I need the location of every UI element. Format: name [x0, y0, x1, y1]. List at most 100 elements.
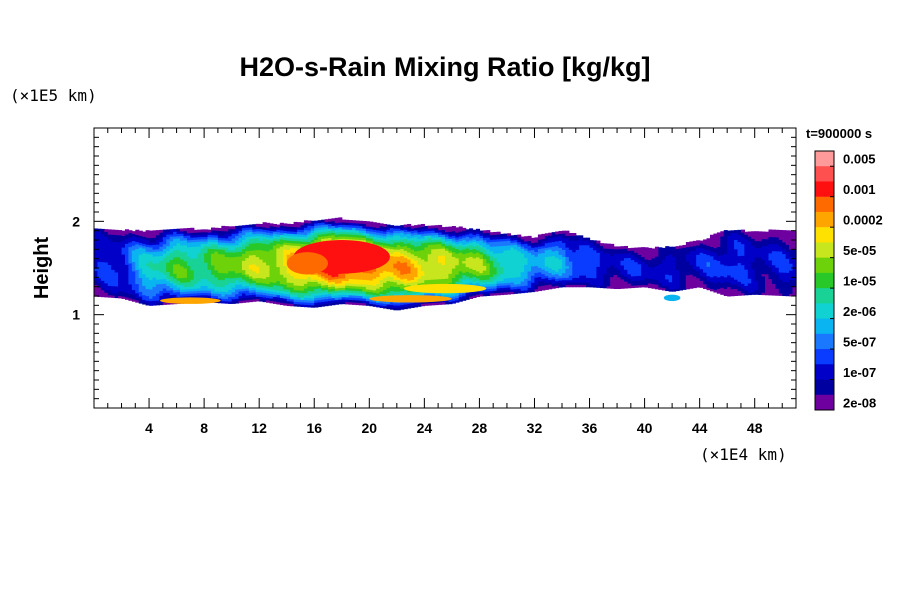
heatmap-cell: [300, 287, 305, 291]
heatmap-cell: [252, 238, 257, 242]
heatmap-cell: [386, 285, 391, 289]
heatmap-cell: [138, 272, 143, 276]
heatmap-cell: [424, 251, 429, 255]
heatmap-cell: [493, 273, 498, 277]
heatmap-cell: [166, 241, 171, 244]
heatmap-cell: [348, 299, 353, 303]
heatmap-cell: [272, 256, 277, 260]
heatmap-cell: [506, 258, 511, 262]
heatmap-cell: [654, 246, 659, 250]
heatmap-cell: [259, 251, 264, 255]
heatmap-cell: [235, 267, 240, 271]
heatmap-cell: [128, 297, 133, 301]
heatmap-cell: [331, 222, 336, 226]
heatmap-cell: [438, 264, 443, 268]
heatmap-cell: [393, 239, 398, 243]
heatmap-cell: [613, 269, 618, 273]
heatmap-cell: [166, 276, 171, 279]
heatmap-cell: [358, 232, 364, 236]
heatmap-cell: [145, 255, 150, 259]
heatmap-cell: [448, 263, 453, 267]
heatmap-cell: [537, 253, 542, 257]
heatmap-cell: [186, 293, 191, 297]
heatmap-cell: [331, 299, 336, 303]
heatmap-cell: [255, 251, 260, 255]
heatmap-cell: [121, 263, 126, 267]
heatmap-cell: [441, 252, 446, 256]
heatmap-cell: [362, 274, 367, 278]
heatmap-cell: [603, 285, 608, 289]
heatmap-cell: [94, 286, 99, 290]
heatmap-cell: [217, 255, 222, 259]
heatmap-cell: [266, 292, 271, 296]
heatmap-cell: [417, 231, 422, 235]
heatmap-cell: [541, 254, 546, 258]
heatmap-cell: [396, 242, 401, 245]
heatmap-cell: [111, 238, 116, 242]
heatmap-cell: [510, 281, 515, 285]
heatmap-cell: [462, 260, 467, 264]
heatmap-cell: [455, 241, 460, 245]
heatmap-cell: [472, 257, 477, 261]
heatmap-cell: [211, 229, 216, 233]
heatmap-cell: [310, 239, 315, 243]
heatmap-cell: [589, 254, 594, 258]
heatmap-cell: [272, 263, 277, 267]
heatmap-cell: [214, 239, 219, 243]
heatmap-cell: [506, 254, 511, 258]
heatmap-cell: [104, 231, 109, 235]
heatmap-cell: [603, 257, 608, 261]
heatmap-cell: [262, 247, 267, 251]
heatmap-cell: [252, 252, 257, 256]
heatmap-cell: [551, 271, 556, 275]
heatmap-cell: [448, 270, 453, 274]
heatmap-cell: [248, 294, 253, 298]
heatmap-cell: [149, 286, 154, 290]
heatmap-cell: [111, 243, 116, 247]
heatmap-cell: [565, 254, 570, 257]
heatmap-cell: [582, 254, 587, 257]
heatmap-cell: [252, 282, 257, 286]
heatmap-cell: [214, 232, 219, 236]
heatmap-cell: [152, 295, 157, 299]
heatmap-cell: [475, 247, 481, 251]
heatmap-cell: [592, 282, 598, 286]
heatmap-cell: [348, 276, 353, 279]
heatmap-cell: [414, 229, 419, 233]
heatmap-cell: [441, 271, 446, 275]
heatmap-cell: [142, 236, 147, 240]
heatmap-cell: [186, 276, 191, 280]
heatmap-cell: [386, 275, 391, 279]
heatmap-cell: [651, 269, 656, 273]
heatmap-cell: [531, 289, 536, 293]
heatmap-cell: [424, 302, 429, 306]
heatmap-cell: [486, 237, 491, 241]
heatmap-cell: [124, 271, 130, 275]
heatmap-cell: [493, 287, 498, 291]
heatmap-cell: [565, 268, 570, 271]
heatmap-cell: [617, 272, 622, 276]
heatmap-cell: [228, 268, 233, 272]
heatmap-cell: [266, 281, 271, 285]
heatmap-cell: [259, 242, 264, 246]
heatmap-cell: [155, 255, 160, 259]
heatmap-cell: [310, 276, 315, 280]
heatmap-cell: [131, 291, 136, 295]
heatmap-cell: [372, 229, 377, 233]
heatmap-cell: [572, 268, 577, 271]
heatmap-cell: [493, 250, 498, 254]
heatmap-cell: [599, 266, 604, 270]
heatmap-cell: [221, 263, 226, 267]
heatmap-cell: [414, 225, 419, 229]
heatmap-cell: [486, 258, 491, 262]
heatmap-cell: [531, 258, 536, 262]
heatmap-cell: [200, 245, 205, 249]
heatmap-cell: [393, 244, 398, 248]
heatmap-cell: [204, 273, 209, 277]
heatmap-cell: [562, 251, 567, 255]
heatmap-cell: [245, 250, 250, 254]
heatmap-cell: [152, 279, 157, 283]
heatmap-cell: [245, 252, 250, 256]
heatmap-cell: [228, 296, 233, 300]
heatmap-cell: [393, 288, 398, 292]
